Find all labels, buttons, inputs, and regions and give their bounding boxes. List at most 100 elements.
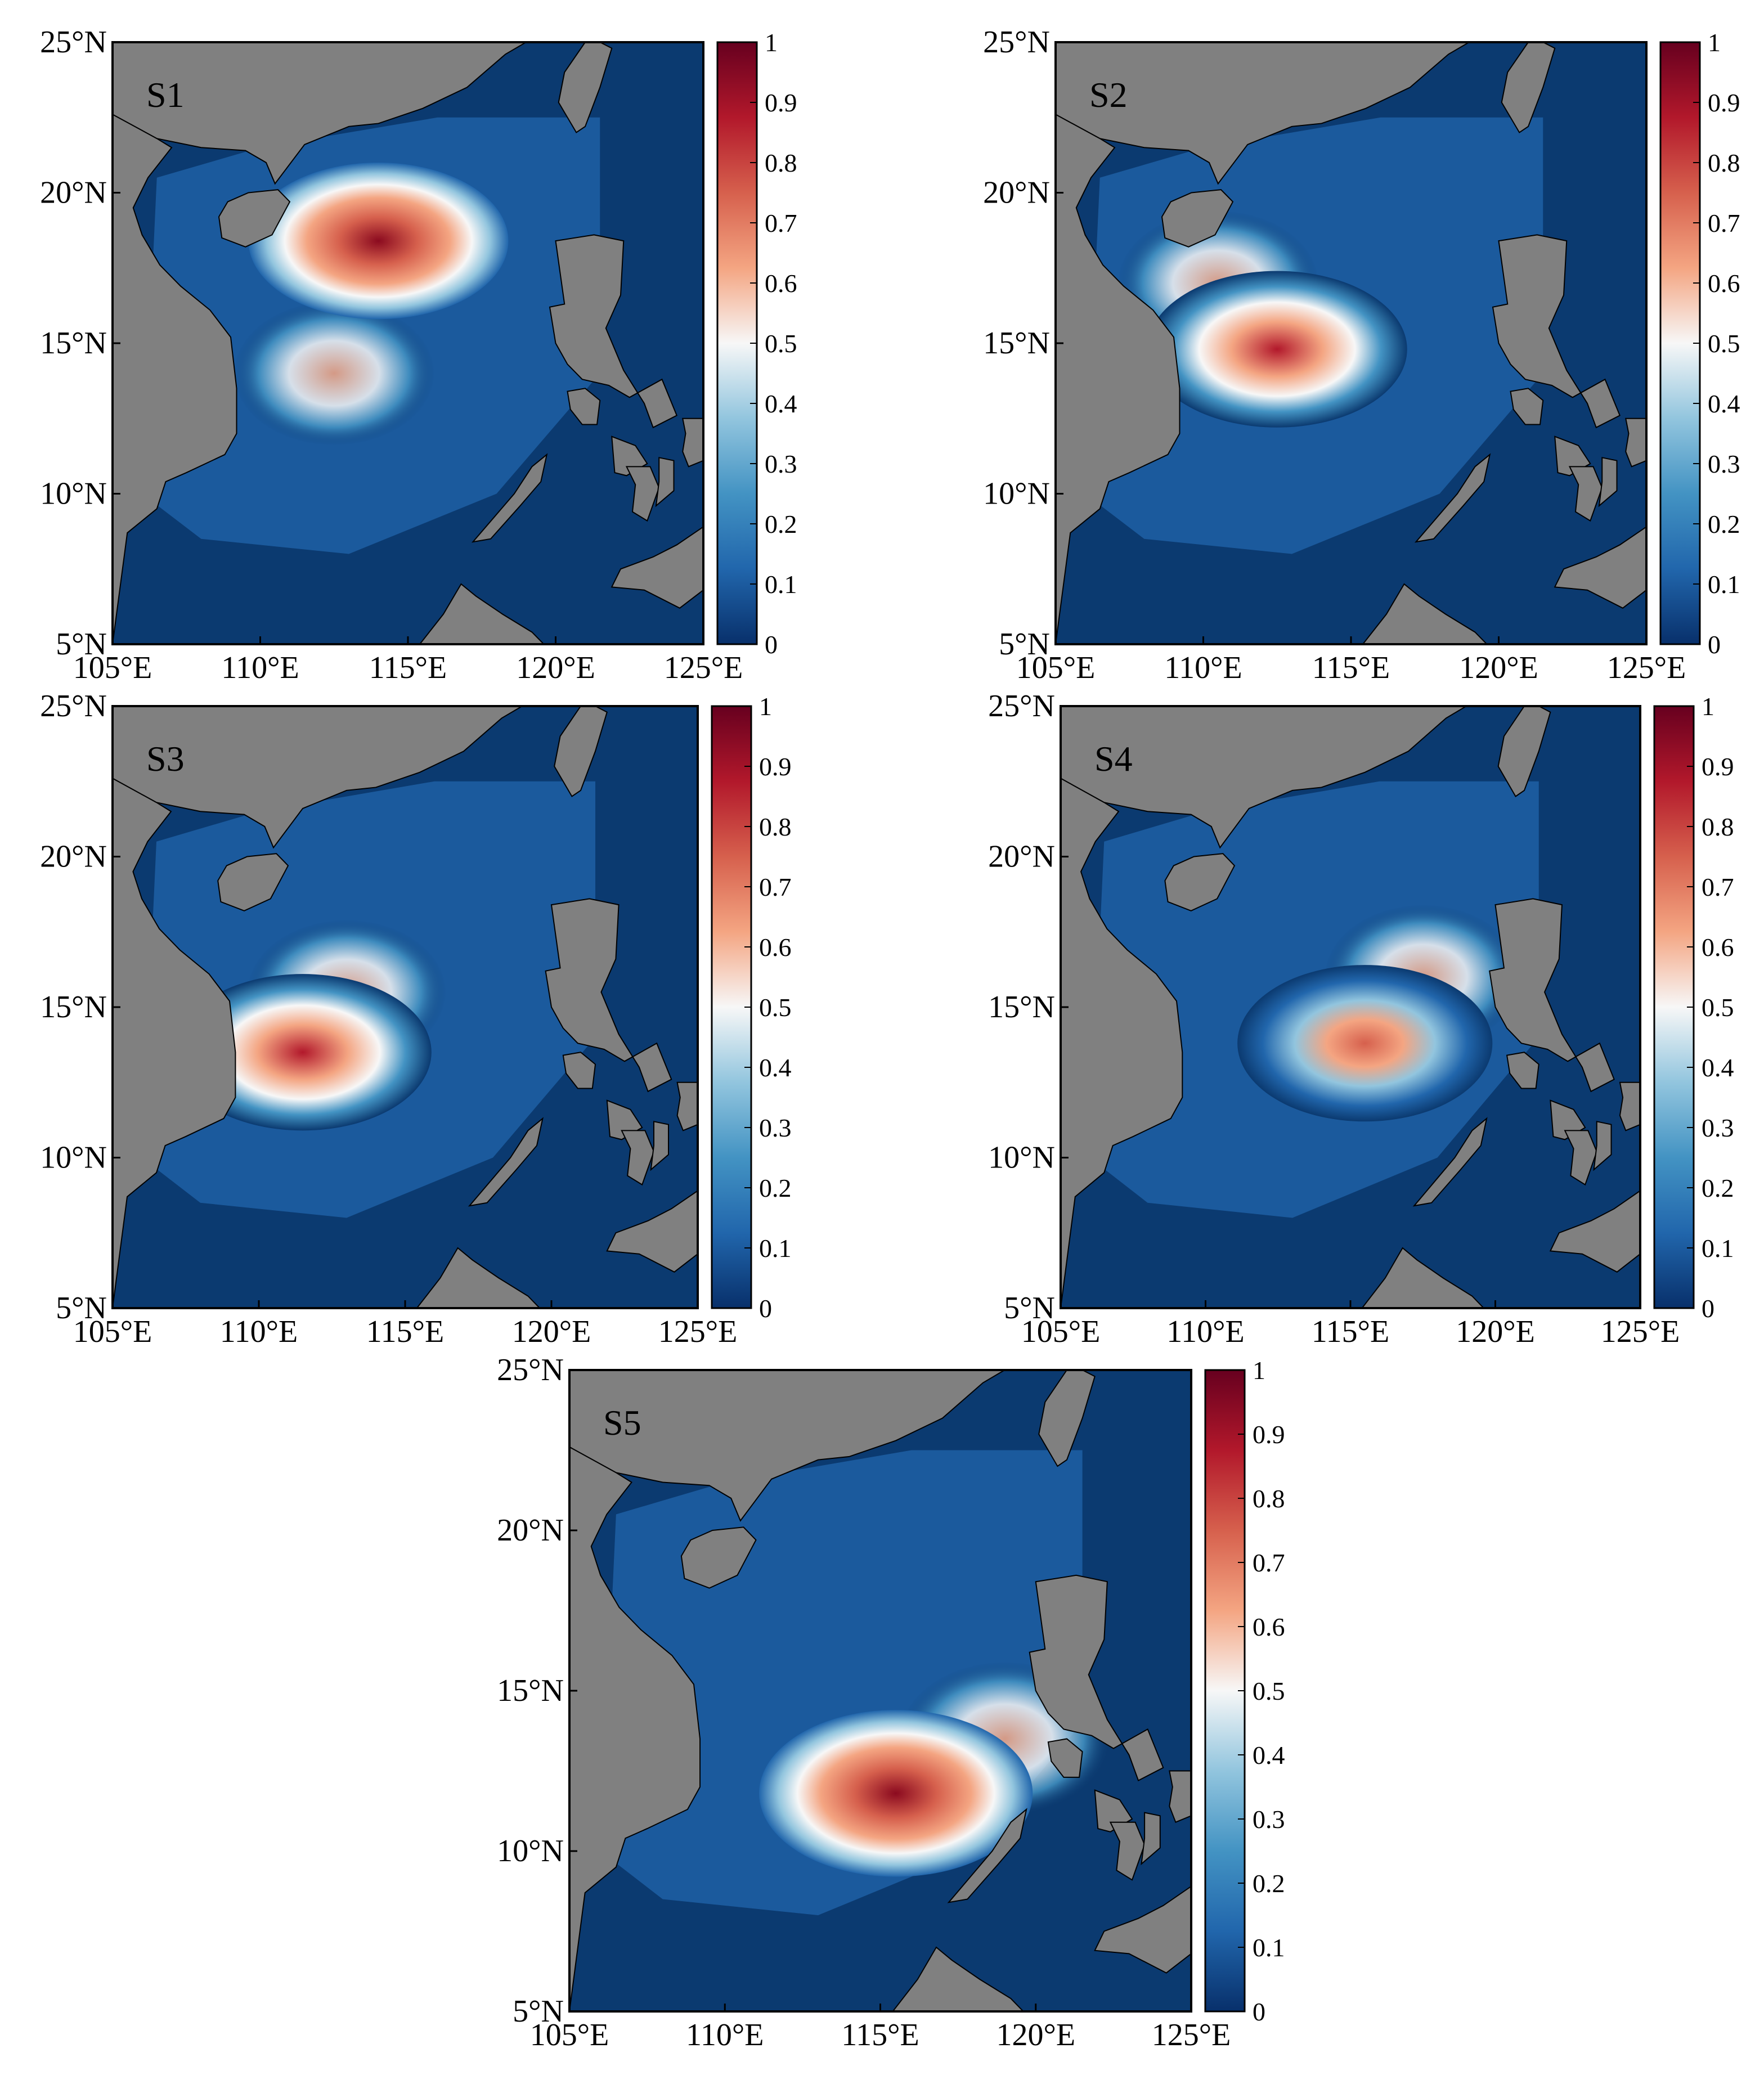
lat-tick-label: 25°N [988, 689, 1055, 724]
land-mindanao [1094, 1885, 1191, 1974]
lon-tick-label: 110°E [221, 650, 299, 685]
colorbar-tick-label: 0.5 [765, 329, 797, 358]
probability-hotspot [1237, 965, 1493, 1122]
land-china [569, 1370, 1006, 1522]
colorbar-tick-label: 0.1 [1253, 1933, 1285, 1962]
land-cebu [650, 1121, 669, 1171]
colorbar-tick-label: 0.8 [765, 149, 797, 177]
colorbar-tick-label: 0.1 [1708, 570, 1740, 599]
land-luzon [1492, 234, 1621, 429]
land-luzon [549, 234, 678, 429]
land-luzon [1029, 1574, 1164, 1782]
land-borneo [1174, 583, 1488, 644]
colorbar-tick-label: 0.6 [765, 269, 797, 298]
land-samar [682, 417, 703, 468]
land-taiwan [1501, 42, 1556, 133]
colorbar-tick-label: 0.6 [759, 933, 792, 962]
land-mindoro [562, 1052, 596, 1089]
colorbar-tick-label: 0.3 [1702, 1113, 1734, 1142]
land-indochina [569, 1370, 701, 2011]
lat-tick-label: 15°N [983, 326, 1050, 361]
land-indochina [1056, 42, 1181, 644]
colorbar-tick-label: 1 [1708, 28, 1721, 57]
land-hainan [680, 1526, 757, 1589]
lat-tick-label: 20°N [40, 176, 107, 210]
lat-tick-label: 5°N [56, 627, 107, 662]
lat-tick-label: 15°N [497, 1673, 564, 1708]
land-borneo [1177, 1247, 1485, 1308]
colorbar-tick-label: 0.8 [759, 812, 792, 841]
lon-tick-label: 120°E [1456, 1314, 1535, 1349]
lat-tick-label: 5°N [56, 1291, 107, 1326]
land-cebu [1593, 1121, 1612, 1171]
colorbar-tick-label: 0.9 [1702, 752, 1734, 781]
lon-tick-label: 115°E [1312, 650, 1390, 685]
lon-tick-label: 115°E [366, 1314, 445, 1349]
lat-tick-label: 15°N [40, 990, 107, 1025]
land-cebu [1598, 457, 1618, 507]
lat-tick-label: 25°N [983, 25, 1050, 60]
colorbar-tick-label: 0.6 [1253, 1613, 1285, 1641]
land-mindoro [1506, 1052, 1539, 1089]
land-mindoro [1510, 388, 1544, 425]
land-palawan [1414, 453, 1491, 543]
land-negros [1568, 466, 1603, 522]
land-palawan [947, 1808, 1027, 1903]
colorbar-tick-label: 0.5 [759, 993, 792, 1022]
lon-tick-label: 115°E [369, 650, 447, 685]
colorbar-tick-label: 0.2 [759, 1174, 792, 1202]
lon-tick-label: 115°E [1312, 1314, 1390, 1349]
colorbar-tick-label: 0.9 [765, 88, 797, 117]
colorbar-tick-label: 0.5 [1702, 993, 1734, 1022]
colorbar-tick-label: 0.4 [759, 1053, 792, 1082]
lat-tick-label: 10°N [40, 1140, 107, 1175]
lon-tick-label: 120°E [516, 650, 595, 685]
colorbar-tick-label: 0.1 [759, 1234, 792, 1263]
colorbar-tick-label: 1 [1253, 1356, 1265, 1385]
land-taiwan [1497, 706, 1551, 797]
land-mindanao [1554, 526, 1646, 609]
colorbar-tick-label: 0.9 [1708, 88, 1740, 117]
lon-tick-label: 120°E [1459, 650, 1538, 685]
lat-tick-label: 20°N [497, 1513, 564, 1548]
panel-label: S4 [1094, 739, 1133, 779]
land-indochina [1061, 706, 1183, 1308]
lat-tick-label: 15°N [40, 326, 107, 361]
land-china [113, 42, 527, 185]
land-indochina [113, 706, 236, 1308]
land-palawan [1412, 1117, 1488, 1207]
colorbar-tick-label: 0.3 [1253, 1805, 1285, 1834]
lon-tick-label: 120°E [512, 1314, 591, 1349]
lon-tick-label: 105°E [73, 1314, 152, 1349]
land-hainan [217, 853, 289, 911]
probability-hotspot [248, 163, 509, 320]
colorbar-tick-label: 0.1 [765, 570, 797, 599]
colorbar-tick-label: 0 [765, 630, 778, 659]
land-borneo [694, 1946, 1025, 2011]
colorbar-tick-label: 0 [759, 1294, 772, 1323]
colorbar-tick-label: 0.7 [1708, 209, 1740, 237]
colorbar-tick-label: 0.3 [765, 450, 797, 478]
lat-tick-label: 25°N [497, 1353, 564, 1387]
lat-tick-label: 25°N [40, 689, 107, 724]
colorbar-tick-label: 0.4 [1702, 1053, 1734, 1082]
colorbar-tick-label: 0.2 [1702, 1174, 1734, 1202]
colorbar-tick-label: 1 [759, 692, 772, 721]
lat-tick-label: 10°N [988, 1140, 1055, 1175]
colorbar-tick-label: 0 [1702, 1294, 1714, 1323]
lat-tick-label: 10°N [40, 477, 107, 511]
colorbar-tick-label: 0.2 [765, 510, 797, 538]
panel-label: S3 [146, 739, 185, 779]
colorbar-tick-label: 0.5 [1708, 329, 1740, 358]
lon-tick-label: 125°E [1601, 1314, 1680, 1349]
colorbar-tick-label: 0.9 [1253, 1420, 1285, 1449]
colorbar-tick-label: 0.4 [1253, 1741, 1285, 1769]
land-taiwan [558, 42, 613, 133]
land-cebu [1141, 1812, 1161, 1866]
probability-hotspot [759, 1710, 1033, 1877]
panel-label: S5 [603, 1403, 641, 1443]
